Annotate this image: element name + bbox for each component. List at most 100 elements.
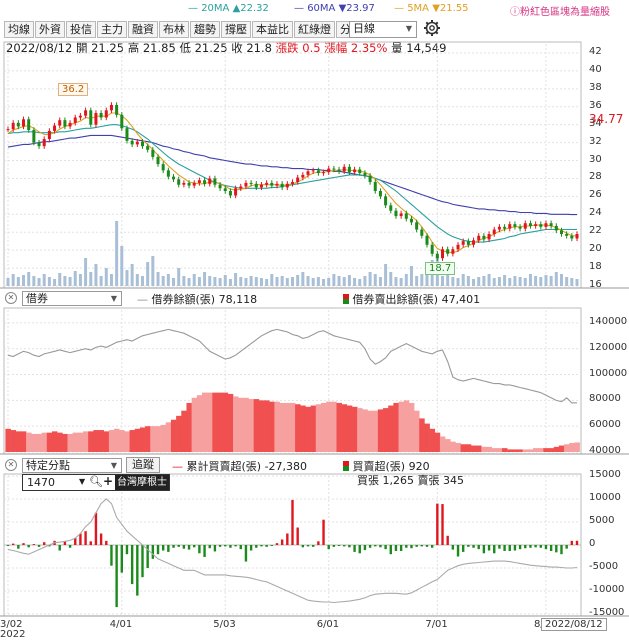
candle-body bbox=[472, 240, 476, 245]
net-flow-bar bbox=[467, 545, 470, 547]
volume-bar bbox=[37, 278, 41, 286]
volume-bar bbox=[482, 276, 486, 286]
axis-tick-label: 80000 bbox=[589, 393, 621, 405]
net-flow-bar bbox=[229, 545, 232, 548]
net-flow-bar bbox=[384, 545, 387, 550]
period-select-value: 日線 bbox=[353, 22, 375, 35]
gear-icon[interactable] bbox=[423, 19, 441, 37]
volume-bar bbox=[73, 271, 77, 286]
volume-bar bbox=[575, 279, 579, 286]
chevron-down-icon[interactable]: ▼ bbox=[79, 477, 86, 486]
track-button[interactable]: 追蹤 bbox=[126, 457, 160, 473]
candle-body bbox=[389, 205, 393, 211]
volume-bar bbox=[259, 278, 263, 286]
volume-bar bbox=[146, 262, 150, 286]
candle-body bbox=[151, 149, 155, 157]
candle-body bbox=[306, 171, 310, 175]
panel3-select[interactable]: 特定分點 ▼ bbox=[22, 458, 122, 473]
search-icon[interactable]: 🔍︎ bbox=[89, 475, 103, 488]
short-sale-bar bbox=[315, 404, 322, 452]
short-sale-bar bbox=[522, 449, 529, 452]
short-sale-bar bbox=[543, 448, 549, 452]
net-flow-bar bbox=[280, 539, 284, 545]
short-sale-bar bbox=[538, 448, 544, 452]
short-sale-bar bbox=[367, 410, 373, 452]
volume-bar bbox=[223, 275, 227, 286]
volume-bar bbox=[378, 277, 382, 286]
tab-major[interactable]: 主力 bbox=[97, 21, 127, 38]
panel3-legend-net: 買賣超(張) 920 bbox=[343, 458, 430, 474]
volume-bar bbox=[120, 246, 124, 286]
tab-bollinger[interactable]: 布林 bbox=[159, 21, 189, 38]
candle-body bbox=[363, 173, 367, 176]
volume-bar bbox=[89, 272, 93, 286]
candle-body bbox=[327, 168, 331, 173]
candle-body bbox=[456, 244, 460, 250]
axis-tick-label: -5000 bbox=[589, 561, 619, 572]
candle-body bbox=[497, 226, 501, 230]
period-select[interactable]: 日線 ▼ bbox=[349, 21, 417, 38]
net-flow-bar bbox=[549, 545, 553, 551]
volume-bar bbox=[125, 270, 129, 286]
volume-bar bbox=[518, 277, 522, 286]
axis-tick-label: 10000 bbox=[589, 492, 621, 503]
short-sale-bar bbox=[139, 427, 146, 452]
axis-tick-label: 5000 bbox=[589, 515, 615, 526]
x-current-date: 2022/08/12 bbox=[541, 618, 607, 631]
net-flow-bar bbox=[353, 545, 356, 552]
ma60-label: 60MA bbox=[307, 3, 336, 14]
volume-bar bbox=[523, 278, 527, 286]
branch-code-input[interactable]: 1470 bbox=[27, 476, 55, 489]
tab-margin[interactable]: 融資 bbox=[128, 21, 158, 38]
quote-date: 2022/08/12 bbox=[6, 41, 73, 55]
add-icon[interactable]: + bbox=[103, 474, 114, 488]
net-flow-bar bbox=[327, 545, 330, 550]
volume-bar bbox=[327, 278, 331, 286]
net-flow-bar bbox=[177, 545, 180, 547]
tab-foreign[interactable]: 外資 bbox=[35, 21, 65, 38]
volume-bar bbox=[130, 264, 134, 286]
candle-body bbox=[347, 166, 351, 173]
net-flow-bar bbox=[539, 545, 542, 548]
short-sale-bar bbox=[46, 432, 53, 452]
ma60-line bbox=[7, 134, 577, 216]
tab-support[interactable]: 撐壓 bbox=[221, 21, 251, 38]
short-sale-bar bbox=[181, 410, 187, 452]
net-flow-bar bbox=[399, 545, 403, 551]
short-sale-bar bbox=[320, 402, 327, 452]
volume-bar bbox=[239, 277, 243, 286]
candle-body bbox=[539, 224, 543, 227]
net-flow-bar bbox=[146, 545, 149, 568]
volume-bar bbox=[534, 276, 538, 286]
ma5-legend: — 5MA ▼21.55 bbox=[394, 3, 469, 14]
short-sale-bar bbox=[160, 424, 167, 452]
tab-pe[interactable]: 本益比 bbox=[252, 21, 293, 38]
candle-body bbox=[301, 174, 305, 178]
price-current-label: 34.77 bbox=[589, 112, 624, 126]
volume-bar bbox=[492, 278, 496, 286]
candle-body bbox=[259, 184, 263, 188]
net-flow-bar bbox=[472, 545, 475, 548]
short-sale-bar bbox=[372, 410, 379, 452]
short-sale-bar bbox=[62, 433, 68, 452]
panel2-close-icon[interactable]: ✕ bbox=[5, 292, 17, 304]
net-flow-bar bbox=[477, 545, 480, 550]
shrink-volume-note[interactable]: ⓘ粉紅色區塊為量縮股 bbox=[510, 7, 610, 18]
panel2-select[interactable]: 借券 ▼ bbox=[22, 291, 122, 306]
short-sale-bar bbox=[331, 401, 337, 452]
short-sale-bar bbox=[124, 431, 130, 452]
tab-trust[interactable]: 投信 bbox=[66, 21, 96, 38]
candle-body bbox=[166, 170, 170, 177]
tab-trend[interactable]: 趨勢 bbox=[190, 21, 220, 38]
tab-ma[interactable]: 均線 bbox=[4, 21, 34, 38]
short-sale-bar bbox=[569, 442, 575, 452]
net-flow-bar bbox=[317, 541, 320, 545]
candle-body bbox=[482, 235, 486, 240]
panel3-close-icon[interactable]: ✕ bbox=[5, 459, 17, 471]
net-flow-bar bbox=[182, 545, 186, 549]
tab-traffic-light[interactable]: 紅綠燈 bbox=[294, 21, 335, 38]
panel-frame bbox=[3, 307, 582, 455]
short-sale-bar bbox=[10, 430, 17, 452]
volume-bar bbox=[270, 274, 274, 286]
